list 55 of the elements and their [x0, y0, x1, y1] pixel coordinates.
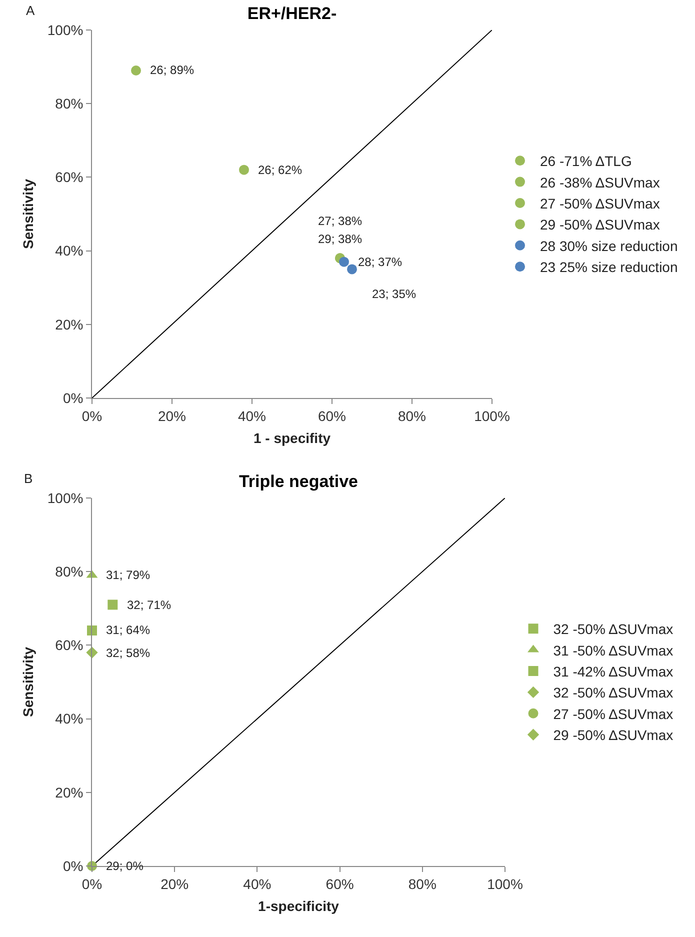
annotation: 26; 62%	[258, 163, 302, 177]
legend-label: 26 -38% ΔSUVmax	[540, 174, 660, 190]
x-tick-label: 40%	[243, 876, 272, 892]
x-tick-label: 80%	[398, 408, 426, 424]
chart-title: ER+/HER2-	[247, 4, 337, 23]
y-tick-label: 100%	[47, 22, 84, 38]
x-tick-label: 80%	[408, 876, 436, 892]
text: A	[26, 3, 35, 18]
x-tick-label: 0%	[82, 408, 102, 424]
x-tick-label: 40%	[238, 408, 266, 424]
annotation: 32; 71%	[127, 598, 172, 612]
annotation: 32; 58%	[106, 646, 150, 660]
annotation: 31; 64%	[106, 623, 150, 637]
legend-label: 27 -50% ΔSUVmax	[553, 706, 674, 722]
legend-label: 28 30% size reduction	[540, 238, 678, 254]
annotation: 23; 35%	[372, 287, 416, 301]
y-tick-label: 0%	[62, 858, 84, 874]
y-tick-label: 80%	[55, 96, 84, 112]
chart-title: Triple negative	[238, 472, 358, 491]
y-axis-title: Sensitivity	[20, 646, 36, 718]
y-tick-label: 60%	[55, 169, 84, 186]
y-axis-title: Sensitivity	[20, 178, 36, 250]
x-tick-label: 0%	[82, 876, 102, 892]
y-tick-label: 20%	[55, 784, 84, 800]
annotation: 29; 0%	[106, 859, 144, 873]
x-tick-label: 60%	[318, 408, 346, 424]
y-tick-label: 40%	[55, 710, 84, 727]
y-tick-label: 0%	[62, 390, 84, 406]
legend-label: 29 -50% ΔSUVmax	[540, 216, 660, 233]
annotation: 29; 38%	[318, 232, 362, 246]
legend-label: 29 -50% ΔSUVmax	[553, 727, 674, 744]
x-axis-title: 1 - specifity	[253, 430, 331, 446]
x-tick-label: 100%	[487, 876, 523, 892]
x-axis-title: 1-specificity	[258, 898, 340, 914]
legend-label: 26 -71% ΔTLG	[540, 153, 632, 170]
legend-label: 31 -50% ΔSUVmax	[553, 642, 674, 658]
x-tick-label: 20%	[158, 408, 186, 424]
x-tick-label: 60%	[326, 876, 354, 892]
legend-label: 23 25% size reduction	[540, 259, 678, 276]
annotation: 27; 38%	[318, 214, 362, 228]
y-tick-label: 100%	[47, 490, 84, 506]
y-tick-label: 40%	[55, 242, 84, 259]
y-tick-label: 20%	[55, 316, 84, 332]
annotation: 26; 89%	[150, 63, 194, 77]
x-tick-label: 100%	[474, 408, 510, 424]
legend-label: 32 -50% ΔSUVmax	[553, 621, 674, 638]
x-tick-label: 20%	[160, 876, 189, 892]
y-tick-label: 60%	[55, 637, 84, 654]
legend-label: 32 -50% ΔSUVmax	[553, 684, 674, 701]
annotation: 28; 37%	[358, 255, 402, 269]
y-tick-label: 80%	[55, 564, 84, 580]
legend-label: 31 -42% ΔSUVmax	[553, 663, 674, 680]
annotation: 31; 79%	[106, 568, 150, 582]
text: B	[24, 471, 33, 486]
legend-label: 27 -50% ΔSUVmax	[540, 195, 660, 212]
